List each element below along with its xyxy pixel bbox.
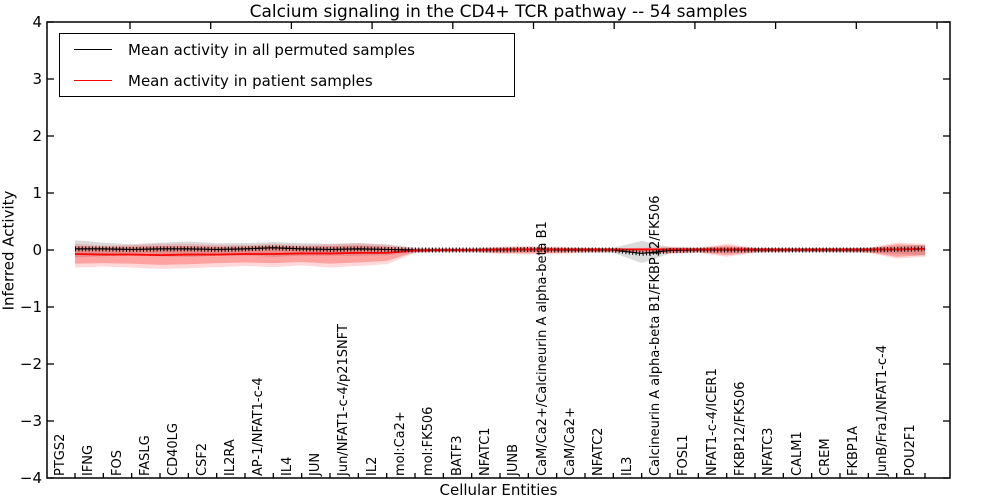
x-tick-label: BATF3 [449, 435, 465, 477]
x-tick-label: NFATC2 [591, 427, 607, 476]
x-tick-label: IL4 [279, 456, 295, 476]
x-tick-label: CaM/Ca2+ [562, 407, 578, 476]
x-tick-label: CD40LG [166, 423, 182, 476]
x-tick-label: mol:Ca2+ [392, 411, 408, 476]
legend-label-patient: Mean activity in patient samples [128, 71, 373, 90]
x-tick-label: NFAT1-c-4/ICER1 [704, 368, 720, 476]
permuted-line-sample [74, 49, 112, 50]
x-tick-label: IFNG [81, 444, 97, 476]
y-tick-label: 3 [32, 70, 42, 88]
x-tick-label: JunB/Fra1/NFAT1-c-4 [874, 344, 890, 476]
x-tick-label: Jun/NFAT1-c-4/p21SNFT [336, 324, 352, 476]
x-tick-label: Calcineurin A alpha-beta B1/FKBP12/FK506 [647, 195, 663, 476]
y-tick-label: 0 [32, 241, 42, 259]
legend-row-permuted: Mean activity in all permuted samples [60, 41, 514, 59]
x-tick-label: POU2F1 [902, 424, 918, 476]
y-tick-label: −2 [19, 355, 42, 373]
x-tick-label: CSF2 [194, 442, 210, 476]
x-axis-label: Cellular Entities [439, 481, 558, 499]
x-tick-label: mol:FK506 [421, 406, 437, 476]
legend-row-patient: Mean activity in patient samples [60, 72, 514, 90]
y-tick-label: −4 [19, 469, 42, 487]
x-tick-label: FKBP1A [846, 426, 862, 476]
x-tick-label: NFATC3 [761, 427, 777, 476]
x-tick-label: IL2 [364, 456, 380, 476]
y-tick-label: −1 [19, 298, 42, 316]
legend-label-permuted: Mean activity in all permuted samples [128, 40, 415, 59]
y-tick-label: 2 [32, 127, 42, 145]
x-tick-label: IL3 [619, 456, 635, 476]
y-tick-label: 1 [32, 184, 42, 202]
x-tick-label: FOSL1 [676, 434, 692, 476]
x-tick-label: FOS [109, 450, 125, 476]
x-tick-label: JUN [307, 452, 323, 476]
x-tick-label: FKBP12/FK506 [732, 381, 748, 477]
x-tick-label: AP-1/NFAT1-c-4 [251, 377, 267, 476]
x-tick-label: CaM/Ca2+/Calcineurin A alpha-beta B1 [534, 221, 550, 476]
x-tick-label: PTGS2 [53, 433, 68, 476]
legend: Mean activity in all permuted samples Me… [59, 33, 515, 97]
x-tick-label: CREM [817, 438, 833, 476]
x-tick-label: FASLG [137, 435, 153, 476]
y-tick-label: −3 [19, 412, 42, 430]
x-tick-label: CALM1 [789, 431, 805, 476]
patient-line-sample [74, 80, 112, 81]
x-tick-label: IL2RA [222, 439, 238, 476]
x-tick-label: NFATC1 [477, 427, 493, 476]
x-tick-label: JUNB [506, 444, 522, 476]
y-tick-label: 4 [32, 13, 42, 31]
chart-title: Calcium signaling in the CD4+ TCR pathwa… [249, 2, 748, 22]
permuted-mean-markers [75, 245, 926, 256]
